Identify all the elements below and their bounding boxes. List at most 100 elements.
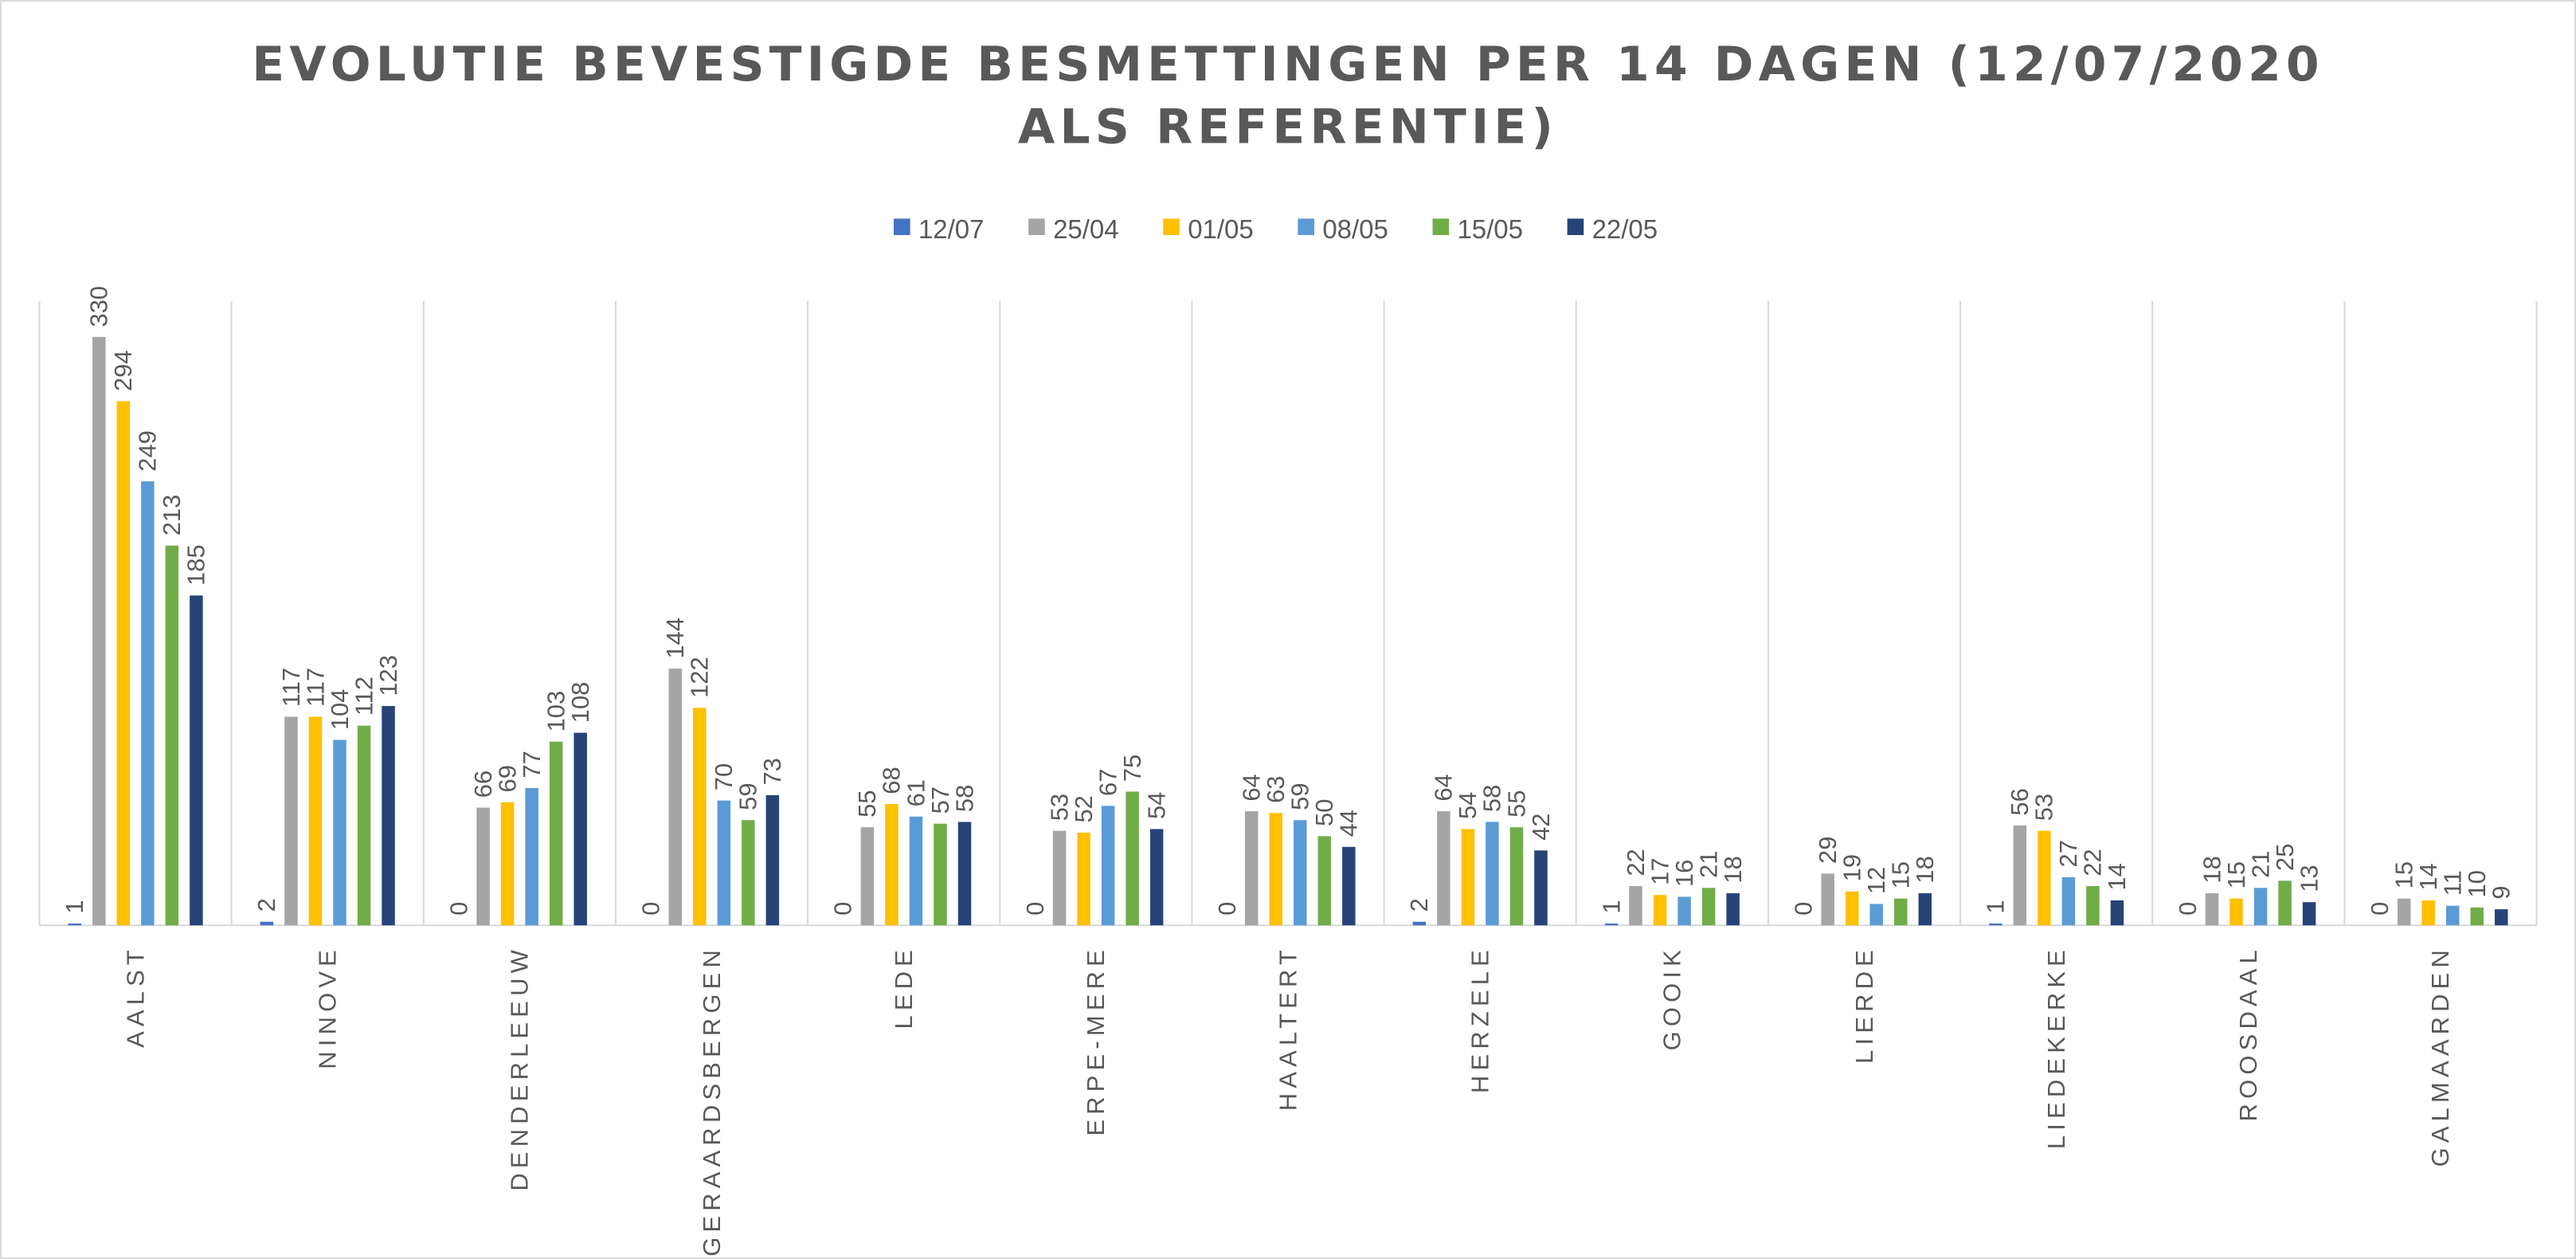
bar (717, 800, 731, 926)
bar (2061, 877, 2076, 926)
bar (2253, 888, 2268, 926)
bar (2013, 825, 2027, 926)
data-label: 77 (518, 751, 546, 778)
bar (2205, 892, 2219, 926)
bar (1701, 888, 1716, 926)
data-label: 117 (277, 668, 305, 707)
x-tick-label: GOOIK (1658, 945, 1686, 1050)
data-label: 0 (637, 902, 665, 916)
data-label: 67 (1094, 769, 1122, 796)
bar (909, 816, 923, 926)
data-label: 58 (1478, 785, 1506, 812)
bar (957, 822, 972, 926)
data-label: 112 (350, 677, 378, 716)
bar (693, 708, 707, 926)
legend-label: 01/05 (1188, 214, 1254, 244)
data-label: 18 (2198, 856, 2226, 883)
bar (2038, 830, 2051, 926)
data-label: 2 (1405, 898, 1433, 912)
bar (1052, 830, 1067, 926)
bar (765, 794, 780, 926)
data-label: 21 (2246, 850, 2274, 877)
bar (1845, 891, 1859, 926)
x-tick-label: NINOVE (314, 945, 342, 1069)
data-label: 14 (2414, 863, 2442, 890)
data-label: 73 (758, 758, 786, 785)
bar (1461, 829, 1475, 926)
bar (1918, 892, 1932, 926)
bar (574, 732, 587, 926)
bar (1077, 832, 1090, 926)
data-label: 27 (2054, 840, 2082, 867)
legend-swatch (1028, 218, 1045, 235)
legend-swatch (1298, 218, 1314, 235)
data-label: 17 (1646, 857, 1674, 884)
data-label: 59 (734, 782, 762, 810)
bar (165, 545, 179, 926)
data-label: 213 (158, 495, 186, 536)
data-label: 14 (2103, 863, 2131, 890)
bar (525, 787, 538, 926)
bar (1893, 898, 1908, 926)
data-label: 50 (1310, 799, 1338, 826)
data-label: 54 (1454, 792, 1482, 819)
data-label: 108 (566, 682, 594, 724)
data-label: 64 (1238, 774, 1266, 801)
bar (2110, 900, 2124, 926)
data-label: 66 (469, 771, 497, 798)
data-label: 1 (61, 900, 88, 913)
bar (1342, 846, 1356, 926)
bar (500, 802, 515, 926)
data-label: 54 (1142, 792, 1170, 819)
data-label: 10 (2463, 870, 2491, 897)
data-label: 117 (301, 668, 329, 707)
bar (116, 401, 131, 926)
bar (885, 804, 898, 926)
bar (668, 669, 683, 926)
bar (476, 807, 490, 926)
x-tick-label: LEDE (890, 945, 918, 1030)
bar (1869, 904, 1883, 926)
data-label: 2 (253, 898, 280, 912)
data-label: 0 (1021, 902, 1049, 916)
bar (1821, 873, 1834, 926)
data-label: 144 (661, 618, 689, 659)
data-label: 52 (1070, 795, 1098, 822)
bar (934, 823, 947, 926)
data-label: 22 (2079, 849, 2107, 876)
bar (1604, 924, 1619, 926)
bar (333, 739, 346, 926)
bar (308, 716, 323, 926)
chart-title: EVOLUTIE BEVESTIGDE BESMETTINGEN PER 14 … (252, 36, 2324, 155)
bar (2494, 909, 2508, 926)
data-label: 68 (878, 767, 906, 794)
x-tick-label: AALST (121, 945, 149, 1048)
legend-label: 08/05 (1322, 214, 1388, 244)
x-tick-label: DENDERLEEUW (506, 945, 534, 1191)
legend-swatch (1163, 218, 1180, 235)
data-label: 0 (444, 902, 472, 916)
x-tick-label: ROOSDAAL (2234, 945, 2262, 1121)
bar (2086, 886, 2100, 926)
bar (1653, 895, 1667, 926)
bar (1294, 820, 1307, 926)
data-label: 1 (1982, 900, 2010, 913)
bar (1126, 791, 1139, 926)
data-label: 330 (85, 286, 113, 327)
data-label: 15 (2390, 861, 2417, 888)
legend-swatch (1432, 218, 1450, 235)
data-label: 1 (1597, 900, 1625, 913)
bar (141, 481, 155, 926)
bar (1629, 886, 1642, 926)
bar (1437, 811, 1450, 926)
x-tick-label: HAALTERT (1274, 945, 1302, 1111)
data-label: 294 (109, 350, 137, 391)
data-label: 59 (1286, 782, 1314, 810)
bar (1509, 827, 1524, 926)
bar (382, 706, 395, 926)
bar (1726, 892, 1740, 926)
bar (2421, 900, 2435, 926)
data-label: 70 (710, 763, 738, 790)
